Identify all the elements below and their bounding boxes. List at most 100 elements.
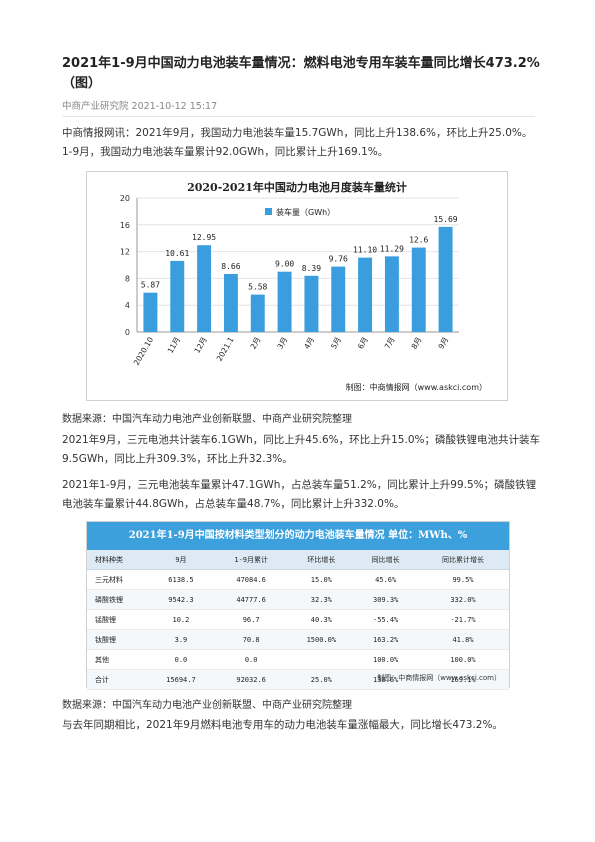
battery-material-table: 2021年1-9月中国按材料类型划分的动力电池装车量情况 单位：MWh、% 材料…	[86, 521, 510, 690]
table-cell: 169.1%	[416, 669, 509, 690]
table-cell: 96.7	[213, 609, 289, 630]
table-cell: 三元材料	[87, 569, 148, 590]
paragraph-3: 2021年1-9月，三元电池装车量累计47.1GWh，占总装车量51.2%，同比…	[62, 479, 537, 510]
table-row: 磷酸铁锂 9542.3 44777.6 32.3% 309.3% 332.0%	[87, 589, 509, 610]
table-cell: 70.8	[213, 629, 289, 650]
bar	[277, 271, 292, 332]
bar	[143, 292, 158, 332]
data-table: 材料种类 9月 1-9月累计 环比增长 同比增长 同比累计增长 三元材料 6138.5 470…	[87, 550, 509, 690]
bar	[358, 257, 373, 332]
y-tick-label: 12	[120, 248, 130, 257]
table-cell: 合计	[87, 669, 148, 690]
table-cell: 309.3%	[354, 589, 417, 610]
chart-title: 2020-2021年中国动力电池月度装车量统计	[187, 180, 407, 194]
bar-value-label: 11.29	[380, 244, 404, 253]
table-cell: 45.6%	[354, 569, 417, 590]
table-cell: 41.8%	[416, 629, 509, 650]
x-tick-label: 2月	[249, 336, 263, 351]
y-tick-label: 8	[125, 274, 130, 283]
table-cell: 332.0%	[416, 589, 509, 610]
divider	[62, 116, 535, 117]
table-row: 合计 15694.7 92032.6 25.0% 138.6% 169.1%	[87, 669, 509, 690]
table-credit: 制图：中商情报网（www.askci.com）	[377, 674, 501, 682]
article-meta: 中商产业研究院 2021-10-12 15:17	[62, 101, 218, 112]
table-header-cell: 同比累计增长	[416, 550, 509, 570]
table-cell: 其他	[87, 649, 148, 670]
y-tick-label: 20	[120, 194, 130, 203]
bar	[170, 260, 185, 332]
chart-credit: 制图：中商情报网（www.askci.com）	[346, 382, 487, 392]
paragraph-1: 中商情报网讯：2021年9月，我国动力电池装车量15.7GWh，同比上升138.…	[62, 127, 533, 158]
article-title: 2021年1-9月中国动力电池装车量情况：燃料电池专用车装车量同比增长473.2…	[62, 56, 540, 91]
x-tick-label: 11月	[166, 336, 182, 355]
table-cell: 钛酸锂	[87, 629, 148, 650]
table-cell: 0.0	[213, 649, 289, 670]
y-tick-label: 16	[120, 221, 130, 230]
bar	[223, 273, 238, 332]
source-note-1: 数据来源：中国汽车动力电池产业创新联盟、中商产业研究院整理	[62, 414, 352, 425]
bar-value-label: 12.95	[192, 233, 216, 242]
table-cell: 40.3%	[288, 609, 355, 630]
bar-value-label: 9.00	[275, 260, 294, 269]
table-cell: 6138.5	[148, 569, 214, 590]
bar-value-label: 12.6	[409, 236, 428, 245]
table-cell: -55.4%	[354, 609, 417, 630]
bar-value-label: 11.10	[353, 246, 377, 255]
table-header-cell: 材料种类	[87, 550, 148, 570]
source-note-2: 数据来源：中国汽车动力电池产业创新联盟、中商产业研究院整理	[62, 700, 352, 711]
bar	[384, 256, 399, 332]
bar	[438, 226, 453, 332]
x-tick-label: 7月	[383, 336, 397, 351]
table-cell	[288, 649, 355, 670]
table-header-cell: 同比增长	[354, 550, 417, 570]
table-row: 三元材料 6138.5 47084.6 15.0% 45.6% 99.5%	[87, 569, 509, 590]
table-cell: 100.0%	[354, 649, 417, 670]
table-cell: 138.6%	[354, 669, 417, 690]
bar-value-label: 8.39	[302, 264, 321, 273]
table-header-cell: 9月	[148, 550, 214, 570]
table-cell: 磷酸铁锂	[87, 589, 148, 610]
bar	[331, 266, 346, 332]
bar-chart: 2020-2021年中国动力电池月度装车量统计 0 4 8 12 16 20 装车量（GWh）…	[86, 171, 508, 401]
x-tick-label: 2021.1	[215, 335, 236, 362]
x-tick-label: 2020.10	[132, 335, 155, 367]
table-cell: 15.0%	[288, 569, 355, 590]
table-cell: 44777.6	[213, 589, 289, 610]
table-cell: 92032.6	[213, 669, 289, 690]
table-cell: 9542.3	[148, 589, 214, 610]
bar	[250, 294, 265, 332]
table-row: 其他 0.0 0.0 100.0% 100.0%	[87, 649, 509, 670]
bar-value-label: 9.76	[329, 255, 348, 264]
table-cell: 0.0	[148, 649, 214, 670]
table-cell: 47084.6	[213, 569, 289, 590]
table-title: 2021年1-9月中国按材料类型划分的动力电池装车量情况 单位：MWh、%	[87, 522, 509, 550]
table-cell: -21.7%	[416, 609, 509, 630]
bar	[197, 245, 212, 332]
table-cell: 锰酸锂	[87, 609, 148, 630]
bar-value-label: 15.69	[434, 215, 458, 224]
table-cell: 15694.7	[148, 669, 214, 690]
bar	[411, 247, 426, 332]
bar-value-label: 5.58	[248, 283, 267, 292]
table-row: 钛酸锂 3.9 70.8 1500.0% 163.2% 41.8%	[87, 629, 509, 650]
x-tick-label: 5月	[329, 336, 343, 351]
y-tick-label: 4	[125, 301, 130, 310]
chart-svg: 2020-2021年中国动力电池月度装车量统计 0 4 8 12 16 20 装车量（GWh）…	[120, 180, 487, 392]
table-cell: 10.2	[148, 609, 214, 630]
table-cell: 100.0%	[416, 649, 509, 670]
x-tick-label: 4月	[302, 336, 316, 351]
table-header-row: 材料种类 9月 1-9月累计 环比增长 同比增长 同比累计增长	[87, 550, 509, 570]
table-header-cell: 1-9月累计	[213, 550, 289, 570]
paragraph-4: 与去年同期相比，2021年9月燃料电池专用车的动力电池装车量涨幅最大，同比增长4…	[62, 719, 503, 731]
bar	[304, 275, 319, 332]
x-tick-label: 9月	[436, 336, 450, 351]
x-tick-label: 6月	[356, 336, 370, 351]
bar-value-label: 5.87	[141, 281, 160, 290]
table-cell: 99.5%	[416, 569, 509, 590]
legend-label: 装车量（GWh）	[276, 207, 335, 217]
table-row: 锰酸锂 10.2 96.7 40.3% -55.4% -21.7%	[87, 609, 509, 630]
table-header-cell: 环比增长	[288, 550, 355, 570]
x-tick-label: 8月	[410, 336, 424, 351]
x-tick-label: 12月	[192, 336, 208, 355]
table-cell: 25.0%	[288, 669, 355, 690]
